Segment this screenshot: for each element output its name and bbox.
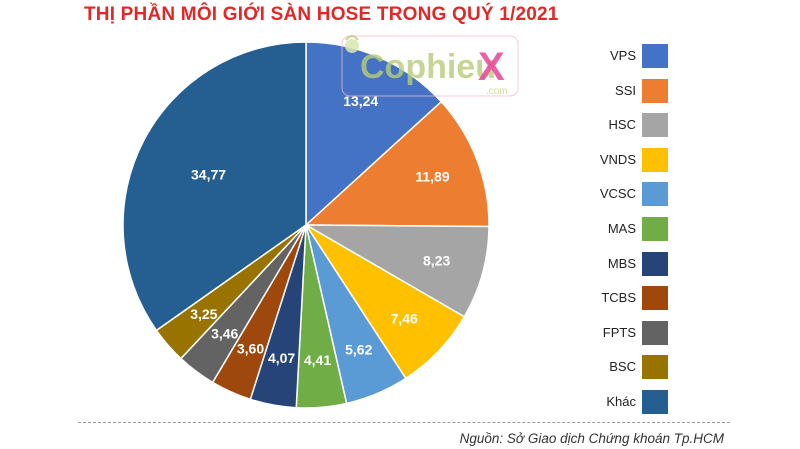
legend-label: TCBS: [601, 290, 636, 306]
legend-label: HSC: [608, 117, 636, 133]
slice-value-label-vnds: 7,46: [391, 310, 418, 326]
legend-item-bsc: BSC: [560, 355, 680, 380]
legend-item-ssi: SSI: [560, 78, 680, 103]
legend-label: VCSC: [599, 186, 636, 202]
slice-value-label-mas: 4,41: [304, 352, 331, 368]
legend-item-vnds: VNDS: [560, 147, 680, 172]
watermark-logo: Cophieu X .com: [341, 35, 519, 97]
svg-text:Cophieu: Cophieu: [360, 48, 496, 86]
slice-value-label-vps: 13,24: [343, 93, 378, 109]
legend-label: Khác: [606, 394, 636, 409]
legend-swatch: [642, 182, 668, 207]
legend-swatch: [642, 286, 668, 311]
pie-slice-khác: [122, 41, 307, 332]
divider-line: [78, 422, 730, 423]
legend-swatch: [642, 355, 668, 380]
pie-slice-ssi: [304, 100, 490, 228]
legend-label: MBS: [607, 255, 636, 271]
legend-item-khác: Khác: [560, 390, 680, 414]
legend-swatch: [642, 217, 668, 241]
legend-swatch: [642, 113, 668, 138]
chart-title: THỊ PHẦN MÔI GIỚI SÀN HOSE TRONG QUÝ 1/2…: [84, 4, 559, 25]
legend-item-fpts: FPTS: [560, 320, 680, 345]
slice-value-label-vcsc: 5,62: [345, 342, 372, 358]
legend-label: FPTS: [602, 324, 636, 340]
slice-value-label-bsc: 3,25: [190, 306, 217, 322]
slice-value-label-hsc: 8,23: [423, 253, 450, 269]
legend-swatch: [642, 251, 668, 276]
source-note: Nguồn: Sở Giao dịch Chứng khoán Tp.HCM: [459, 431, 724, 446]
legend-item-vcsc: VCSC: [560, 182, 680, 207]
legend-swatch: [642, 44, 668, 68]
legend-item-tcbs: TCBS: [560, 286, 680, 311]
legend-swatch: [642, 147, 668, 172]
legend-item-mbs: MBS: [560, 251, 680, 276]
legend-swatch: [642, 320, 668, 345]
svg-text:X: X: [478, 45, 505, 89]
legend-label: VNDS: [599, 151, 636, 167]
slice-value-label-fpts: 3,46: [211, 325, 238, 341]
legend-item-hsc: HSC: [560, 113, 680, 138]
legend-swatch: [642, 390, 668, 414]
svg-text:.com: .com: [486, 86, 508, 97]
legend-label: SSI: [615, 82, 636, 98]
pie-slice-vps: [305, 41, 443, 227]
legend-label: BSC: [609, 359, 636, 375]
legend-item-mas: MAS: [560, 217, 680, 241]
pie-slice-hsc: [303, 224, 490, 318]
slice-value-label-tcbs: 3,60: [237, 341, 264, 357]
slice-value-label-ssi: 11,89: [415, 169, 449, 185]
slice-value-label-khác: 34,77: [191, 166, 226, 182]
legend-label: MAS: [607, 221, 636, 236]
slice-value-label-mbs: 4,07: [268, 350, 295, 366]
legend-item-vps: VPS: [560, 44, 680, 68]
legend-label: VPS: [609, 48, 636, 63]
legend-swatch: [642, 78, 668, 103]
